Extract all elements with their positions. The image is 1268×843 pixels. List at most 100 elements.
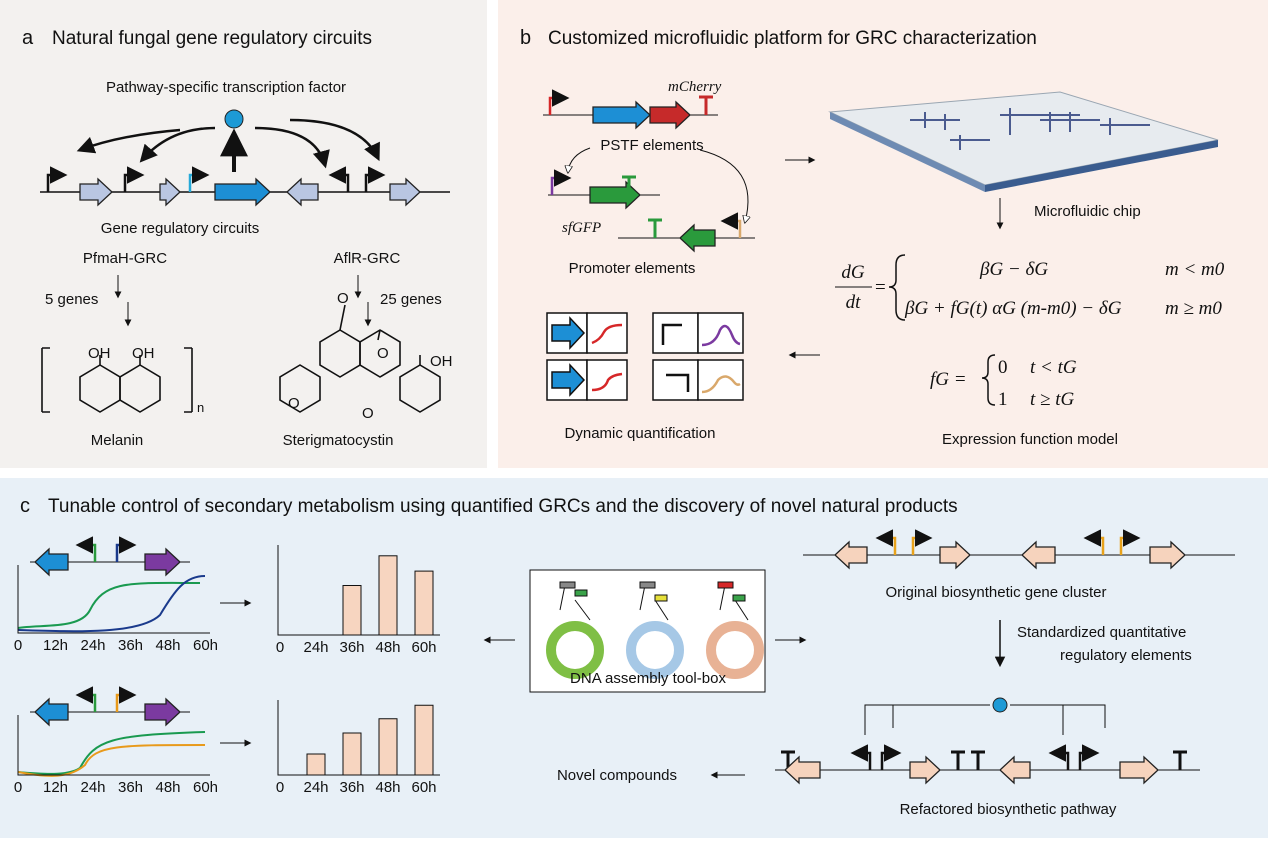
gene-arrow <box>144 697 181 727</box>
gene-arrow <box>784 755 821 785</box>
atom-label: OH <box>132 345 155 362</box>
circuit-label: Gene regulatory circuits <box>101 220 259 237</box>
gene-arrow <box>834 540 868 570</box>
equation: m < m0 <box>1165 259 1225 280</box>
toolbox-label: DNA assembly tool-box <box>570 670 726 687</box>
standard-label: Standardized quantitative <box>1017 624 1186 641</box>
melanin-structure <box>41 347 193 413</box>
arrow <box>699 149 748 222</box>
curve <box>17 581 201 629</box>
sterig-structure <box>279 304 441 413</box>
grc-name: PfmaH-GRC <box>83 250 167 267</box>
bar <box>414 704 434 776</box>
reporter-label: mCherry <box>668 79 722 95</box>
promoter <box>115 536 137 562</box>
bar <box>414 570 434 636</box>
bar <box>378 718 398 776</box>
x-tick-label: 48h <box>155 637 180 654</box>
pstf-label: PSTF elements <box>600 137 703 154</box>
promoter <box>188 166 210 192</box>
equation: = <box>875 277 886 298</box>
gene-arrow <box>34 697 69 727</box>
bar <box>378 555 398 636</box>
promoter <box>115 686 137 712</box>
promoter <box>875 529 897 555</box>
quant-curves <box>591 323 741 394</box>
gene-arrow <box>1021 540 1056 570</box>
x-tick-label: 0 <box>14 637 22 654</box>
promoter <box>1078 744 1100 770</box>
regulation-lines <box>864 704 1106 735</box>
curve <box>17 731 206 775</box>
x-tick-label: 0 <box>276 779 284 796</box>
gene-arrow <box>551 363 586 397</box>
tf-dot <box>992 697 1008 713</box>
promoter <box>328 166 350 192</box>
gene-arrow <box>649 100 691 130</box>
promoter <box>1119 529 1141 555</box>
gene-arrow <box>389 177 421 207</box>
x-tick-label: 48h <box>375 779 400 796</box>
terminator <box>1173 750 1187 770</box>
x-tick-label: 12h <box>43 779 68 796</box>
gene-arrow <box>909 755 941 785</box>
x-tick-label: 0 <box>276 639 284 656</box>
gene-arrow <box>79 177 113 207</box>
gene-arrow <box>286 177 319 207</box>
x-tick-label: 36h <box>339 639 364 656</box>
quant-label: Dynamic quantification <box>565 425 716 442</box>
axis <box>17 565 210 634</box>
x-tick-label: 48h <box>155 779 180 796</box>
atom-label: OH <box>88 345 111 362</box>
equation: t ≥ tG <box>1030 389 1074 410</box>
x-tick-label: 36h <box>118 779 143 796</box>
atom-label: OH <box>430 353 453 370</box>
terminator <box>648 218 662 238</box>
promoter <box>75 536 97 562</box>
equation: 0 <box>998 357 1008 378</box>
promoter <box>123 166 145 192</box>
gene-arrow <box>159 177 181 207</box>
promoter <box>46 166 68 192</box>
arrow <box>76 128 181 154</box>
curve <box>17 744 206 777</box>
equation: 1 <box>998 389 1008 410</box>
panel-label: c <box>20 495 30 517</box>
x-tick-label: 36h <box>118 637 143 654</box>
promoter <box>364 166 386 192</box>
gene-arrow <box>679 223 716 253</box>
plasmid-parts <box>559 581 749 621</box>
promoter <box>911 529 933 555</box>
x-tick-label: 24h <box>80 779 105 796</box>
gene-arrow <box>939 540 971 570</box>
x-tick-label: 12h <box>43 637 68 654</box>
bar <box>342 585 362 636</box>
arrow <box>289 118 380 162</box>
equation: m ≥ m0 <box>1165 298 1222 319</box>
gene-count: 5 genes <box>45 291 98 308</box>
novel-label: Novel compounds <box>557 767 677 784</box>
x-tick-label: 0 <box>14 779 22 796</box>
bar <box>306 753 326 776</box>
terminator <box>951 750 965 770</box>
terminator <box>971 750 985 770</box>
gene-arrow <box>144 547 181 577</box>
x-tick-label: 24h <box>303 639 328 656</box>
curve <box>17 575 206 633</box>
equation: t < tG <box>1030 357 1077 378</box>
atom-label: O <box>362 405 374 422</box>
gene-arrow <box>592 100 651 130</box>
gene-arrow <box>1119 755 1159 785</box>
x-tick-label: 60h <box>411 639 436 656</box>
chip-label: Microfluidic chip <box>1034 203 1141 220</box>
model-label: Expression function model <box>942 431 1118 448</box>
promoter <box>550 169 572 195</box>
promoter <box>880 744 902 770</box>
original-label: Original biosynthetic gene cluster <box>886 584 1107 601</box>
tf-label: Pathway-specific transcription factor <box>106 79 346 96</box>
promoter <box>850 744 872 770</box>
equation: fG = <box>930 369 967 390</box>
x-tick-label: 60h <box>193 779 218 796</box>
product-name: Sterigmatocystin <box>283 432 394 449</box>
